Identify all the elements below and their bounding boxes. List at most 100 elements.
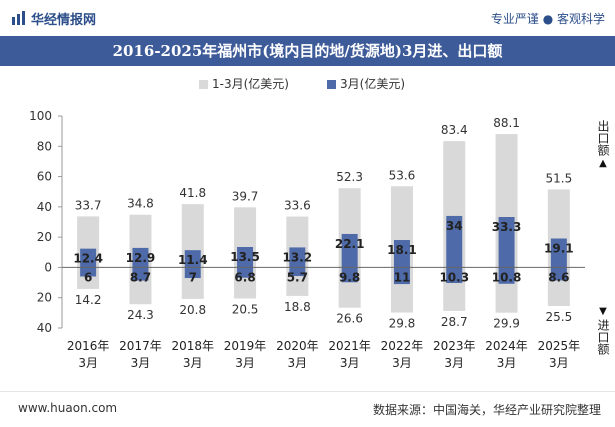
label-q1-export: 52.3 bbox=[336, 170, 363, 184]
data-source: 数据来源：中国海关，华经产业研究院整理 bbox=[372, 403, 601, 417]
bar-march-export bbox=[446, 215, 463, 268]
bar-march-export bbox=[341, 233, 358, 268]
y-tick-label: 0 bbox=[44, 260, 52, 274]
label-q1-export: 33.7 bbox=[75, 198, 102, 212]
x-tick-label: 2021年 bbox=[328, 339, 371, 353]
x-tick-label: 3月 bbox=[288, 356, 308, 370]
label-q1-export: 83.4 bbox=[441, 123, 468, 137]
import-side-label: ▼ 进口额 bbox=[595, 304, 611, 355]
label-march-export: 34 bbox=[446, 219, 463, 233]
brand-name: 华经情报网 bbox=[31, 13, 97, 28]
label-q1-export: 88.1 bbox=[493, 116, 520, 130]
x-tick-label: 2019年 bbox=[224, 339, 267, 353]
bar-march-import bbox=[80, 267, 97, 277]
arrow-up-icon: ▲ bbox=[599, 158, 607, 169]
label-march-import: 6 bbox=[84, 270, 92, 284]
label-march-export: 11.4 bbox=[178, 253, 208, 267]
y-tick-label: 40 bbox=[37, 321, 52, 335]
bar-march-import bbox=[184, 267, 201, 279]
x-tick-label: 2025年 bbox=[538, 339, 581, 353]
label-q1-import: 14.2 bbox=[75, 293, 102, 307]
arrow-down-icon: ▼ bbox=[599, 306, 607, 317]
title-bar: 2016-2025年福州市(境内目的地/货源地)3月进、出口额 bbox=[0, 36, 615, 66]
label-march-import: 11 bbox=[394, 270, 411, 284]
bar-march-export bbox=[550, 238, 567, 268]
label-q1-export: 51.5 bbox=[545, 171, 572, 185]
x-tick-label: 3月 bbox=[131, 356, 151, 370]
bar-march-export bbox=[80, 248, 97, 268]
label-march-export: 22.1 bbox=[335, 237, 365, 251]
label-q1-import: 29.9 bbox=[493, 317, 520, 331]
bar-march-export bbox=[237, 246, 254, 268]
bar-march-export bbox=[184, 250, 201, 268]
slogan: 专业严谨 ● 客观科学 bbox=[490, 12, 605, 26]
label-march-import: 10.8 bbox=[492, 270, 522, 284]
y-tick-label: 100 bbox=[29, 109, 52, 123]
legend-swatch-q1 bbox=[199, 80, 208, 89]
x-tick-label: 3月 bbox=[444, 356, 464, 370]
bar-march-export bbox=[498, 217, 515, 268]
label-march-export: 12.9 bbox=[126, 251, 156, 265]
bar-march-export bbox=[289, 247, 306, 268]
x-tick-label: 2016年 bbox=[67, 339, 110, 353]
logo-icon bbox=[12, 11, 25, 25]
label-march-import: 6.8 bbox=[234, 270, 255, 284]
x-tick-label: 3月 bbox=[392, 356, 412, 370]
export-side-text: 出口额 bbox=[596, 120, 610, 156]
x-tick-label: 3月 bbox=[497, 356, 517, 370]
label-q1-import: 18.8 bbox=[284, 300, 311, 314]
label-q1-export: 39.7 bbox=[232, 189, 259, 203]
x-tick-label: 3月 bbox=[183, 356, 203, 370]
x-tick-label: 3月 bbox=[78, 356, 98, 370]
y-tick-label: 80 bbox=[37, 139, 52, 153]
label-q1-export: 53.6 bbox=[389, 168, 416, 182]
label-march-import: 8.7 bbox=[130, 270, 151, 284]
export-side-label: 出口额 ▲ bbox=[595, 120, 611, 171]
chart-legend: 1-3月(亿美元) 3月(亿美元) bbox=[0, 76, 615, 92]
footer: www.huaon.com 数据来源：中国海关，华经产业研究院整理 bbox=[0, 391, 615, 427]
label-march-import: 5.7 bbox=[287, 270, 308, 284]
bar-march-export bbox=[132, 247, 149, 268]
label-march-export: 18.1 bbox=[387, 243, 417, 257]
legend-label-q1: 1-3月(亿美元) bbox=[212, 77, 289, 91]
x-tick-label: 3月 bbox=[549, 356, 569, 370]
legend-item-march: 3月(亿美元) bbox=[327, 76, 405, 92]
label-march-export: 19.1 bbox=[544, 242, 574, 256]
label-march-import: 9.8 bbox=[339, 270, 360, 284]
bar-march-import bbox=[498, 267, 515, 284]
bar-march-import bbox=[550, 267, 567, 281]
x-tick-label: 3月 bbox=[235, 356, 255, 370]
chart-title: 2016-2025年福州市(境内目的地/货源地)3月进、出口额 bbox=[112, 42, 503, 60]
bar-march-import bbox=[446, 267, 463, 284]
x-tick-label: 2017年 bbox=[119, 339, 162, 353]
label-march-import: 8.6 bbox=[548, 270, 569, 284]
label-q1-export: 41.8 bbox=[179, 186, 206, 200]
label-march-export: 12.4 bbox=[73, 252, 103, 266]
label-march-import: 7 bbox=[189, 270, 197, 284]
label-q1-export: 33.6 bbox=[284, 199, 311, 213]
label-march-export: 13.5 bbox=[230, 250, 260, 264]
x-tick-label: 2024年 bbox=[485, 339, 528, 353]
bar-march-export bbox=[393, 240, 410, 268]
website: www.huaon.com bbox=[18, 401, 118, 415]
import-side-text: 进口额 bbox=[596, 319, 610, 355]
label-q1-import: 29.8 bbox=[389, 317, 416, 331]
label-q1-import: 26.6 bbox=[336, 312, 363, 326]
label-q1-import: 24.3 bbox=[127, 308, 154, 322]
y-tick-label: 60 bbox=[37, 170, 52, 184]
legend-swatch-march bbox=[327, 80, 336, 89]
chart-plot: 100 80 60 40 20 0 20 40 33.7 14.2 12.4 6 2016年 3月 34.8… bbox=[29, 109, 585, 370]
bar-march-import bbox=[341, 267, 358, 283]
legend-label-march: 3月(亿美元) bbox=[340, 77, 405, 91]
x-tick-label: 3月 bbox=[340, 356, 360, 370]
x-tick-label: 2023年 bbox=[433, 339, 476, 353]
y-tick-label: 20 bbox=[37, 291, 52, 305]
top-bar: 华经情报网 专业严谨 ● 客观科学 bbox=[0, 0, 615, 36]
bar-march-import bbox=[132, 267, 149, 281]
label-march-import: 10.3 bbox=[439, 270, 469, 284]
x-tick-label: 2018年 bbox=[171, 339, 214, 353]
label-march-export: 13.2 bbox=[283, 250, 313, 264]
y-tick-label: 20 bbox=[37, 230, 52, 244]
x-tick-label: 2020年 bbox=[276, 339, 319, 353]
label-march-export: 33.3 bbox=[492, 220, 522, 234]
